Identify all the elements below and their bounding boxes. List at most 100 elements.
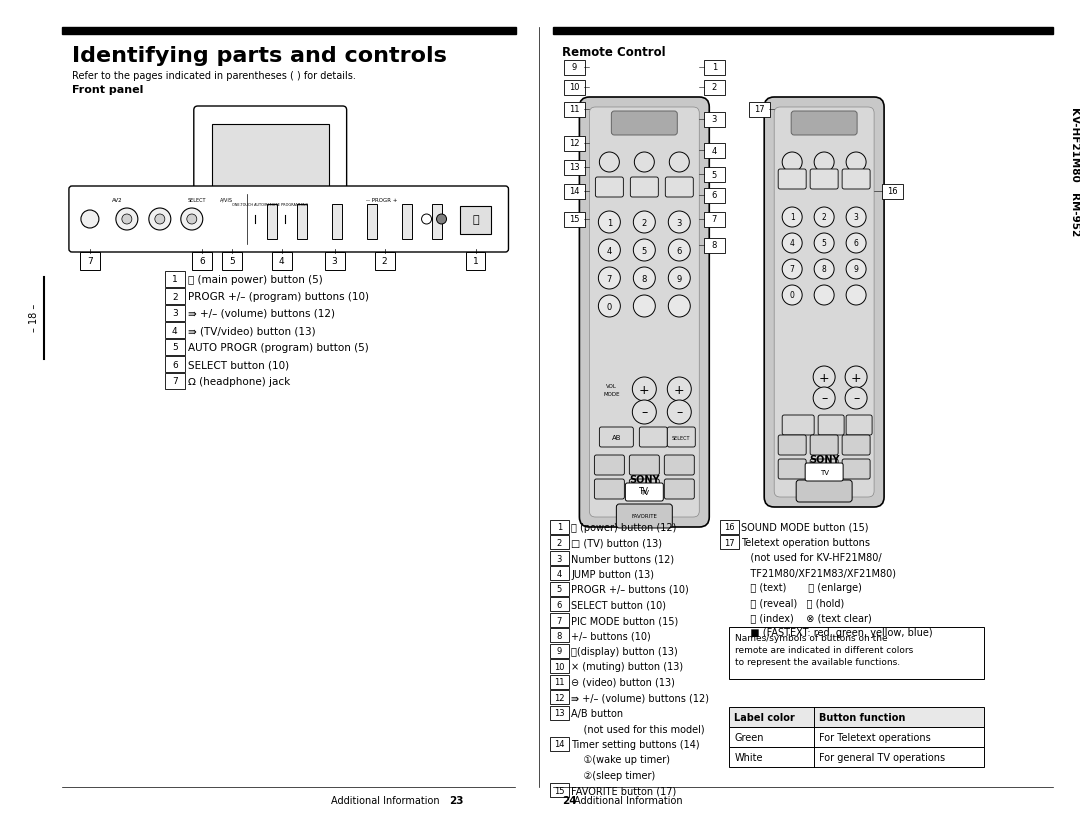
Text: –: – (821, 392, 827, 405)
Text: 7: 7 (607, 275, 612, 283)
Text: 8: 8 (642, 275, 647, 283)
Text: 5: 5 (822, 239, 826, 248)
FancyBboxPatch shape (594, 456, 624, 476)
FancyBboxPatch shape (774, 108, 874, 497)
Circle shape (670, 153, 689, 173)
Text: SELECT button (10): SELECT button (10) (571, 600, 666, 609)
Text: Names/symbols of buttons on the
remote are indicated in different colors
to repr: Names/symbols of buttons on the remote a… (735, 633, 914, 666)
Circle shape (846, 234, 866, 254)
FancyBboxPatch shape (550, 643, 569, 657)
Text: 8: 8 (556, 631, 562, 640)
Circle shape (814, 208, 834, 227)
Circle shape (633, 400, 657, 424)
FancyBboxPatch shape (611, 112, 677, 136)
FancyBboxPatch shape (550, 737, 569, 751)
Circle shape (81, 211, 99, 229)
Text: 9: 9 (571, 64, 577, 73)
FancyBboxPatch shape (748, 103, 770, 117)
Text: ⊖ (video) button (13): ⊖ (video) button (13) (571, 677, 675, 687)
FancyBboxPatch shape (667, 428, 696, 447)
Text: ⓶ (text)       ⓔ (enlarge): ⓶ (text) ⓔ (enlarge) (741, 582, 862, 592)
Text: 4: 4 (279, 257, 284, 266)
Circle shape (846, 153, 866, 173)
Circle shape (669, 295, 690, 318)
Text: ONE-TOUCH AUTO/REMOTE PROGRAMMING: ONE-TOUCH AUTO/REMOTE PROGRAMMING (231, 203, 308, 207)
FancyBboxPatch shape (599, 428, 633, 447)
Text: 6: 6 (676, 246, 681, 256)
Text: 9: 9 (557, 647, 562, 656)
Text: FAVORITE button (17): FAVORITE button (17) (571, 786, 677, 796)
Circle shape (782, 260, 802, 280)
FancyBboxPatch shape (564, 103, 585, 117)
Text: 7: 7 (789, 265, 795, 275)
Circle shape (814, 234, 834, 254)
FancyBboxPatch shape (806, 463, 843, 481)
Text: 7: 7 (87, 257, 93, 266)
Text: Button function: Button function (819, 712, 905, 722)
Text: 5: 5 (172, 343, 178, 352)
FancyBboxPatch shape (704, 238, 725, 253)
Text: 16: 16 (724, 523, 734, 532)
FancyBboxPatch shape (165, 272, 185, 288)
Text: 2: 2 (382, 257, 388, 266)
Text: PIC MODE button (15): PIC MODE button (15) (571, 615, 678, 625)
Text: 8: 8 (822, 265, 826, 275)
FancyBboxPatch shape (564, 213, 585, 227)
Bar (402, 205, 411, 240)
FancyBboxPatch shape (193, 107, 347, 220)
FancyBboxPatch shape (550, 705, 569, 719)
FancyBboxPatch shape (579, 98, 710, 528)
FancyBboxPatch shape (550, 582, 569, 595)
Text: 7: 7 (556, 616, 562, 624)
Text: –: – (676, 406, 683, 419)
Text: 6: 6 (712, 191, 717, 200)
Text: A/VIS: A/VIS (220, 198, 233, 203)
Text: ⓺ (index)    ⊗ (text clear): ⓺ (index) ⊗ (text clear) (741, 612, 872, 622)
FancyBboxPatch shape (810, 170, 838, 189)
Circle shape (846, 260, 866, 280)
Text: 11: 11 (569, 105, 580, 114)
Text: 12: 12 (569, 139, 580, 148)
Text: 4: 4 (712, 146, 717, 155)
Text: Teletext operation buttons: Teletext operation buttons (741, 538, 870, 547)
Text: ⓘ(display) button (13): ⓘ(display) button (13) (571, 646, 678, 656)
Circle shape (782, 153, 802, 173)
Text: +: + (819, 371, 829, 384)
Bar (62, 28, 516, 35)
Circle shape (814, 260, 834, 280)
Bar (729, 707, 984, 727)
FancyBboxPatch shape (550, 783, 569, 797)
FancyBboxPatch shape (639, 428, 667, 447)
Text: ⓺ (reveal)   ⓗ (hold): ⓺ (reveal) ⓗ (hold) (741, 597, 845, 607)
Text: –: – (853, 392, 860, 405)
Circle shape (633, 268, 656, 289)
Text: +/– buttons (10): +/– buttons (10) (571, 631, 651, 641)
Circle shape (667, 378, 691, 402)
Text: MODE: MODE (603, 391, 620, 396)
Text: Timer setting buttons (14): Timer setting buttons (14) (571, 739, 700, 749)
Text: 3: 3 (172, 309, 178, 318)
Text: 2: 2 (822, 213, 826, 222)
Text: SOUND MODE button (15): SOUND MODE button (15) (741, 523, 868, 533)
FancyBboxPatch shape (704, 60, 725, 75)
Text: KV-HF21M80: KV-HF21M80 (1069, 108, 1079, 183)
Text: 1: 1 (607, 218, 612, 227)
FancyBboxPatch shape (564, 184, 585, 199)
FancyBboxPatch shape (564, 136, 585, 151)
FancyBboxPatch shape (782, 415, 814, 436)
Text: SONY: SONY (629, 475, 660, 485)
Text: -- PROGR +: -- PROGR + (366, 198, 397, 203)
Circle shape (846, 208, 866, 227)
Text: TV: TV (639, 490, 649, 495)
Text: 0: 0 (607, 302, 612, 311)
FancyBboxPatch shape (810, 460, 838, 480)
Text: –: – (642, 406, 647, 419)
Circle shape (667, 400, 691, 424)
Text: Front panel: Front panel (72, 85, 144, 95)
Text: VOL: VOL (606, 383, 617, 388)
FancyBboxPatch shape (590, 108, 699, 518)
Text: SELECT: SELECT (672, 435, 690, 440)
Text: 17: 17 (724, 538, 734, 547)
Circle shape (633, 240, 656, 261)
FancyBboxPatch shape (630, 456, 659, 476)
